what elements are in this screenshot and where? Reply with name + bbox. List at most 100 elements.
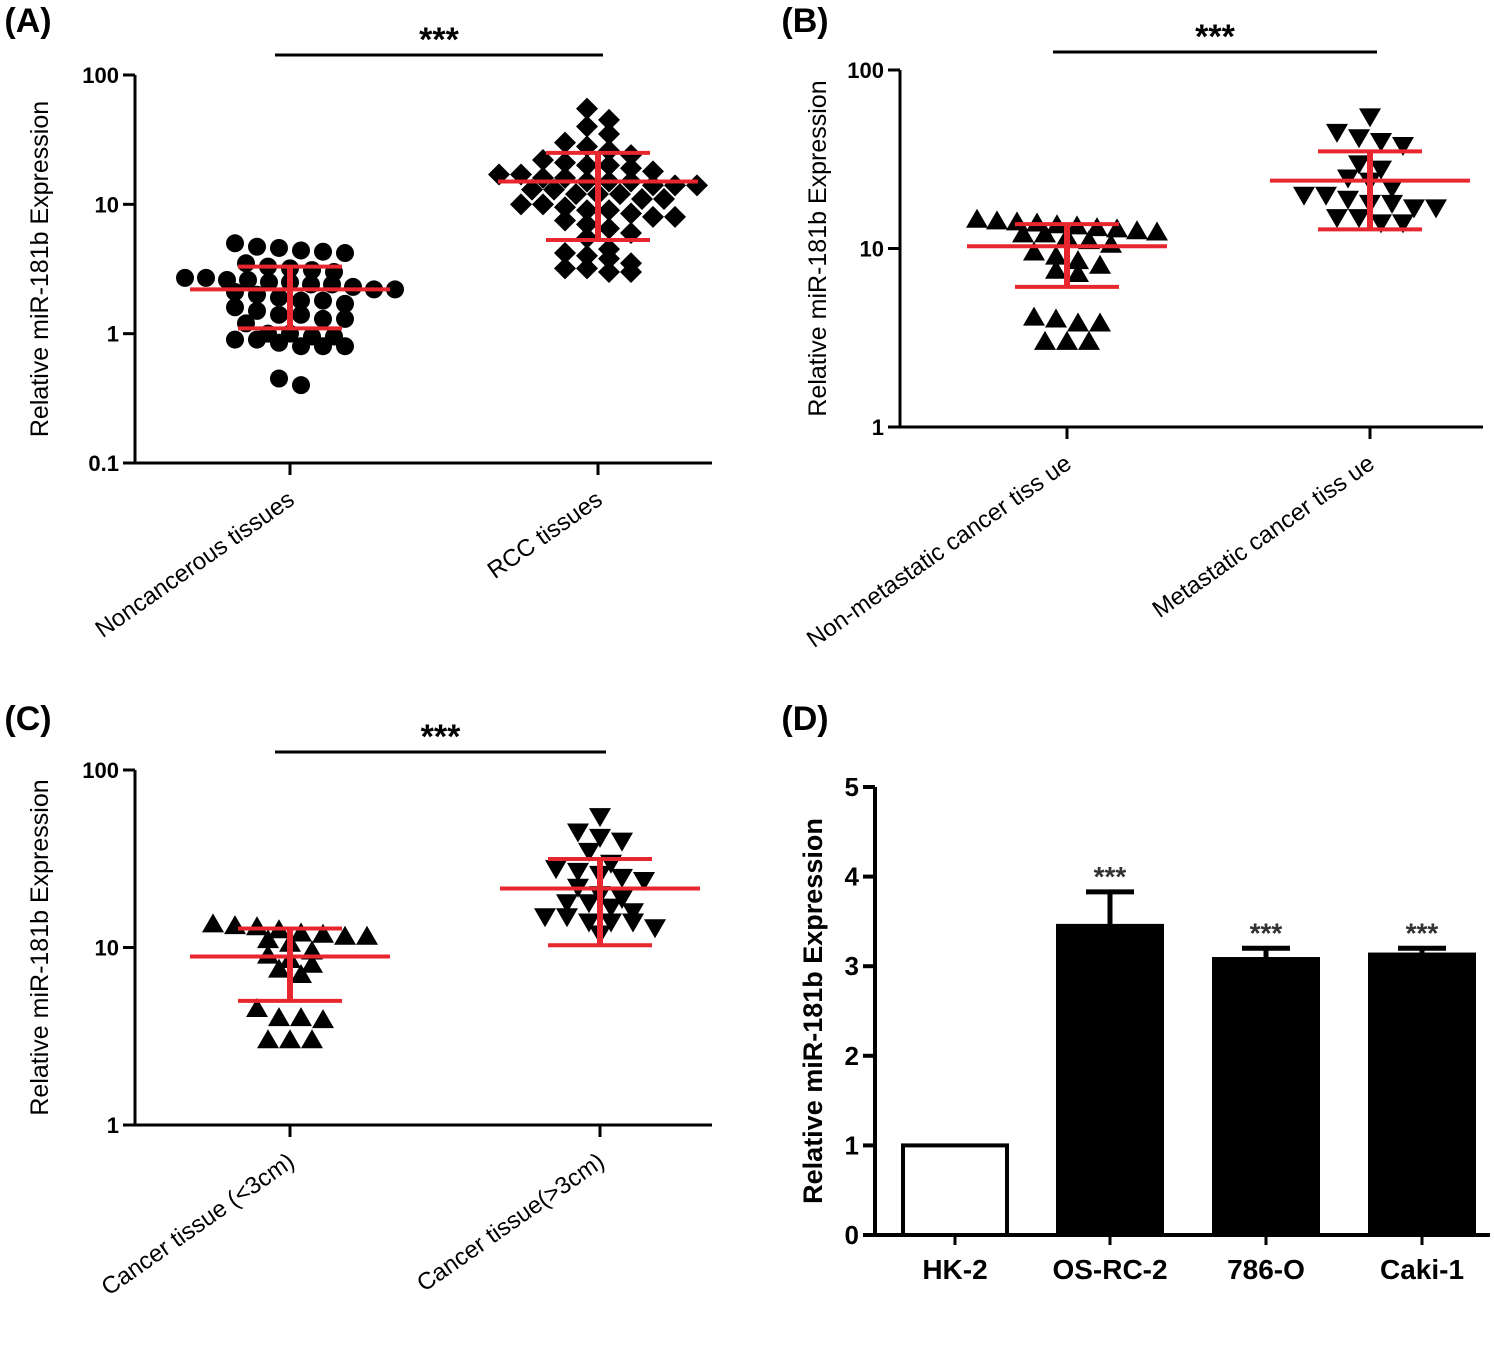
- bar: [901, 1143, 1009, 1238]
- data-point: [1045, 259, 1067, 279]
- x-tick-label: Metastatic cancer tiss ue: [1148, 450, 1380, 624]
- data-point: [1370, 214, 1392, 234]
- data-point: [237, 254, 255, 273]
- data-point: [1045, 245, 1067, 265]
- data-point: [1012, 223, 1034, 243]
- data-point: [1348, 209, 1370, 229]
- panel-c: (C) 100 10 1 Relative miR-181b Expression Can…: [4, 700, 712, 1301]
- data-point: [642, 205, 664, 228]
- data-point: [292, 376, 310, 395]
- data-point: [1067, 262, 1089, 282]
- data-point: [567, 862, 589, 882]
- panel-d: (D) 5 4 3 2 1 0 Relative miR-181b Expression HK-…: [781, 700, 1490, 1285]
- data-point: [521, 178, 543, 201]
- data-point: [292, 305, 310, 324]
- data-point: [1067, 250, 1089, 270]
- data-point: [598, 139, 620, 162]
- data-point: [292, 291, 310, 310]
- data-point: [314, 291, 332, 310]
- panel-label: (A): [4, 2, 51, 40]
- data-point: [1056, 330, 1078, 350]
- data-point: [545, 860, 567, 880]
- data-point: [622, 903, 644, 923]
- data-point: [312, 1009, 334, 1029]
- x-tick-label: Cancer tissue(>3cm): [412, 1148, 609, 1297]
- data-point: [543, 178, 565, 201]
- data-point: [1337, 190, 1359, 210]
- data-point: [554, 151, 576, 174]
- data-point: [270, 369, 288, 388]
- data-point: [336, 244, 354, 263]
- significance-label: ***: [1406, 917, 1439, 948]
- data-point: [246, 998, 268, 1018]
- y-tick-label: 0.1: [88, 451, 119, 476]
- data-point: [279, 1029, 301, 1049]
- y-tick-label: 100: [82, 758, 119, 783]
- y-axis-label: Relative miR-181b Expression: [26, 779, 54, 1115]
- data-point: [576, 115, 598, 138]
- data-point: [270, 333, 288, 352]
- panel-a: (A) 100 10 1 0.1 Relative miR-181b Expression…: [4, 2, 712, 643]
- data-point: [1293, 186, 1315, 206]
- y-tick-label: 10: [95, 192, 119, 217]
- significance-label: ***: [1094, 861, 1127, 892]
- data-point: [1359, 108, 1381, 128]
- data-point: [290, 922, 312, 942]
- data-point: [248, 301, 266, 320]
- y-tick-label: 1: [845, 1130, 859, 1160]
- data-point: [578, 913, 600, 933]
- data-point: [314, 337, 332, 356]
- data-point: [576, 213, 598, 236]
- data-point: [631, 187, 653, 210]
- significance-label: ***: [1250, 917, 1283, 948]
- data-point: [554, 257, 576, 280]
- data-point: [260, 273, 278, 292]
- data-point: [257, 944, 279, 964]
- data-point: [197, 268, 215, 287]
- data-point: [1370, 160, 1392, 180]
- data-point: [336, 309, 354, 328]
- data-point: [554, 196, 576, 219]
- y-tick-label: 0: [845, 1220, 859, 1250]
- data-point: [589, 828, 611, 848]
- data-point: [598, 260, 620, 283]
- data-point: [686, 174, 708, 197]
- data-point: [1315, 186, 1337, 206]
- data-point: [598, 122, 620, 145]
- y-tick-label: 100: [82, 63, 119, 88]
- y-tick-label: 4: [845, 862, 860, 892]
- data-point: [510, 193, 532, 216]
- data-point: [556, 894, 578, 914]
- data-point: [620, 157, 642, 180]
- x-tick-label: Noncancerous tissues: [91, 486, 300, 644]
- data-point: [653, 187, 675, 210]
- data-point: [386, 280, 404, 299]
- data-point: [1392, 137, 1414, 157]
- data-point: [622, 913, 644, 933]
- data-point: [270, 305, 288, 324]
- y-axis-label: Relative miR-181b Expression: [798, 818, 828, 1204]
- data-point: [664, 205, 686, 228]
- data-point: [1078, 330, 1100, 350]
- x-tick-label: OS-RC-2: [1052, 1254, 1167, 1285]
- y-tick-label: 10: [860, 237, 884, 262]
- data-point: [620, 260, 642, 283]
- data-point: [1348, 155, 1370, 175]
- data-point: [534, 908, 556, 928]
- data-point: [1086, 217, 1108, 237]
- data-point: [290, 1007, 312, 1027]
- y-axis-label: Relative miR-181b Expression: [804, 80, 832, 416]
- data-point: [268, 958, 290, 978]
- data-point: [1034, 223, 1056, 243]
- data-point: [257, 929, 279, 949]
- data-point: [336, 337, 354, 356]
- data-point: [356, 925, 378, 945]
- data-point: [609, 183, 631, 206]
- data-point: [301, 1029, 323, 1049]
- bar: [1212, 957, 1320, 1237]
- data-point: [532, 193, 554, 216]
- data-point: [598, 154, 620, 177]
- data-point: [1403, 199, 1425, 219]
- panel-b: (B) 100 10 1 Relative miR-181b Expression Non…: [781, 2, 1483, 653]
- data-point: [1089, 254, 1111, 274]
